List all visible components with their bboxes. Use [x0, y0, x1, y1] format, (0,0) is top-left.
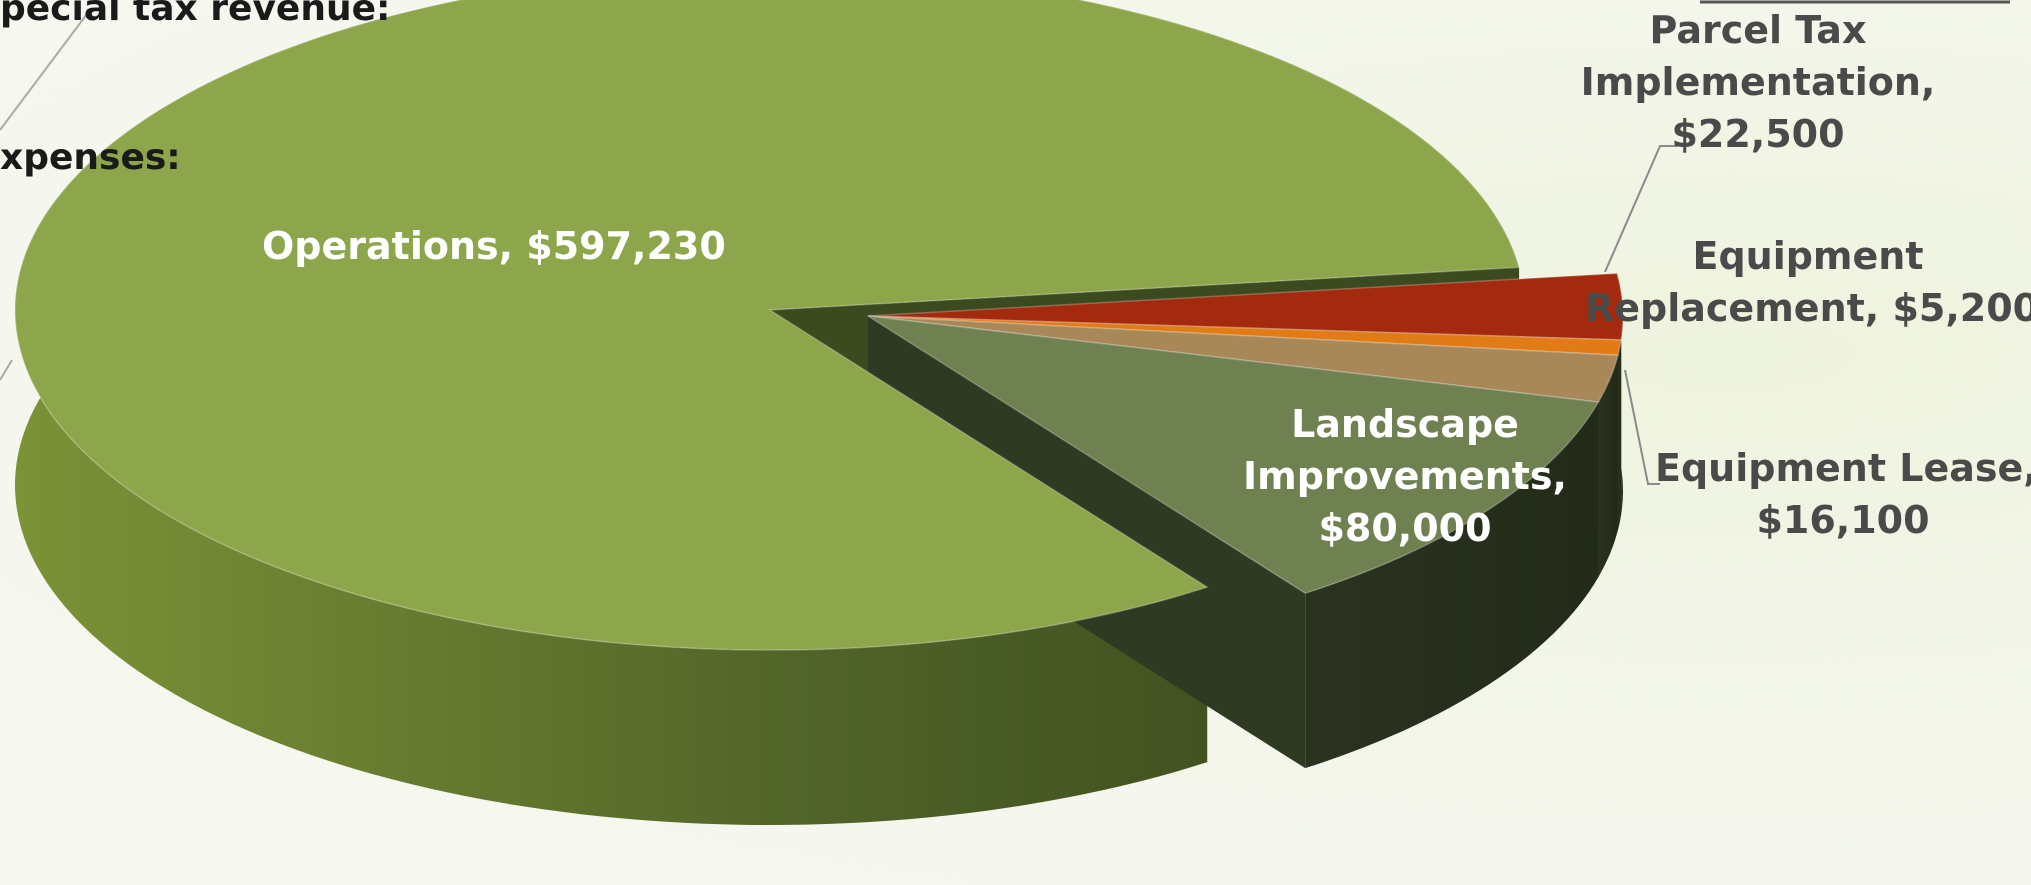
- label-equipment-replacement-line-2: Replacement, $5,200: [1585, 286, 2031, 330]
- label-equipment-replacement-line-1: Equipment: [1692, 234, 1924, 278]
- label-equipment-lease-line-2: $16,100: [1756, 498, 1930, 542]
- label-equipment-lease: Equipment Lease, $16,100: [1655, 442, 2031, 546]
- label-operations-text: Operations, $597,230: [262, 224, 726, 268]
- expenses-text: xpenses:: [0, 137, 181, 178]
- slice-parcel-tax-implementation: [867, 272, 1624, 341]
- label-landscape-line-1: Landscape: [1291, 402, 1519, 446]
- special-tax-revenue-text: pecial tax revenue:: [0, 0, 391, 29]
- label-parcel-tax: Parcel Tax Implementation, $22,500: [1570, 4, 1946, 160]
- label-landscape-improvements: Landscape Improvements, $80,000: [1240, 398, 1570, 554]
- slice-landscape-improvements: [867, 315, 1600, 595]
- leader-line-left-1: [0, 9, 91, 131]
- leader-line-left-2: [0, 359, 13, 381]
- slice-operations: [14, 0, 1521, 651]
- label-landscape-line-2: Improvements,: [1243, 454, 1567, 498]
- slice-equipment-lease: [867, 315, 1619, 403]
- label-landscape-line-3: $80,000: [1318, 506, 1492, 550]
- label-parcel-tax-line-1: Parcel Tax: [1649, 8, 1867, 52]
- leader-line-parcel-tax: [1604, 145, 1678, 273]
- slice-side-equipment-replacement: [1617, 339, 1622, 531]
- label-equipment-lease-line-1: Equipment Lease,: [1655, 446, 2031, 490]
- label-operations: Operations, $597,230: [262, 220, 726, 272]
- label-equipment-replacement: Equipment Replacement, $5,200: [1585, 230, 2031, 334]
- slice-side-equipment-lease: [1598, 355, 1618, 578]
- slice-equipment-replacement: [867, 315, 1623, 357]
- label-parcel-tax-line-3: $22,500: [1671, 112, 1845, 156]
- leader-line-equipment-lease: [1624, 369, 1660, 485]
- label-parcel-tax-line-2: Implementation,: [1580, 60, 1936, 104]
- slice-side-landscape-improvements: [1305, 402, 1599, 769]
